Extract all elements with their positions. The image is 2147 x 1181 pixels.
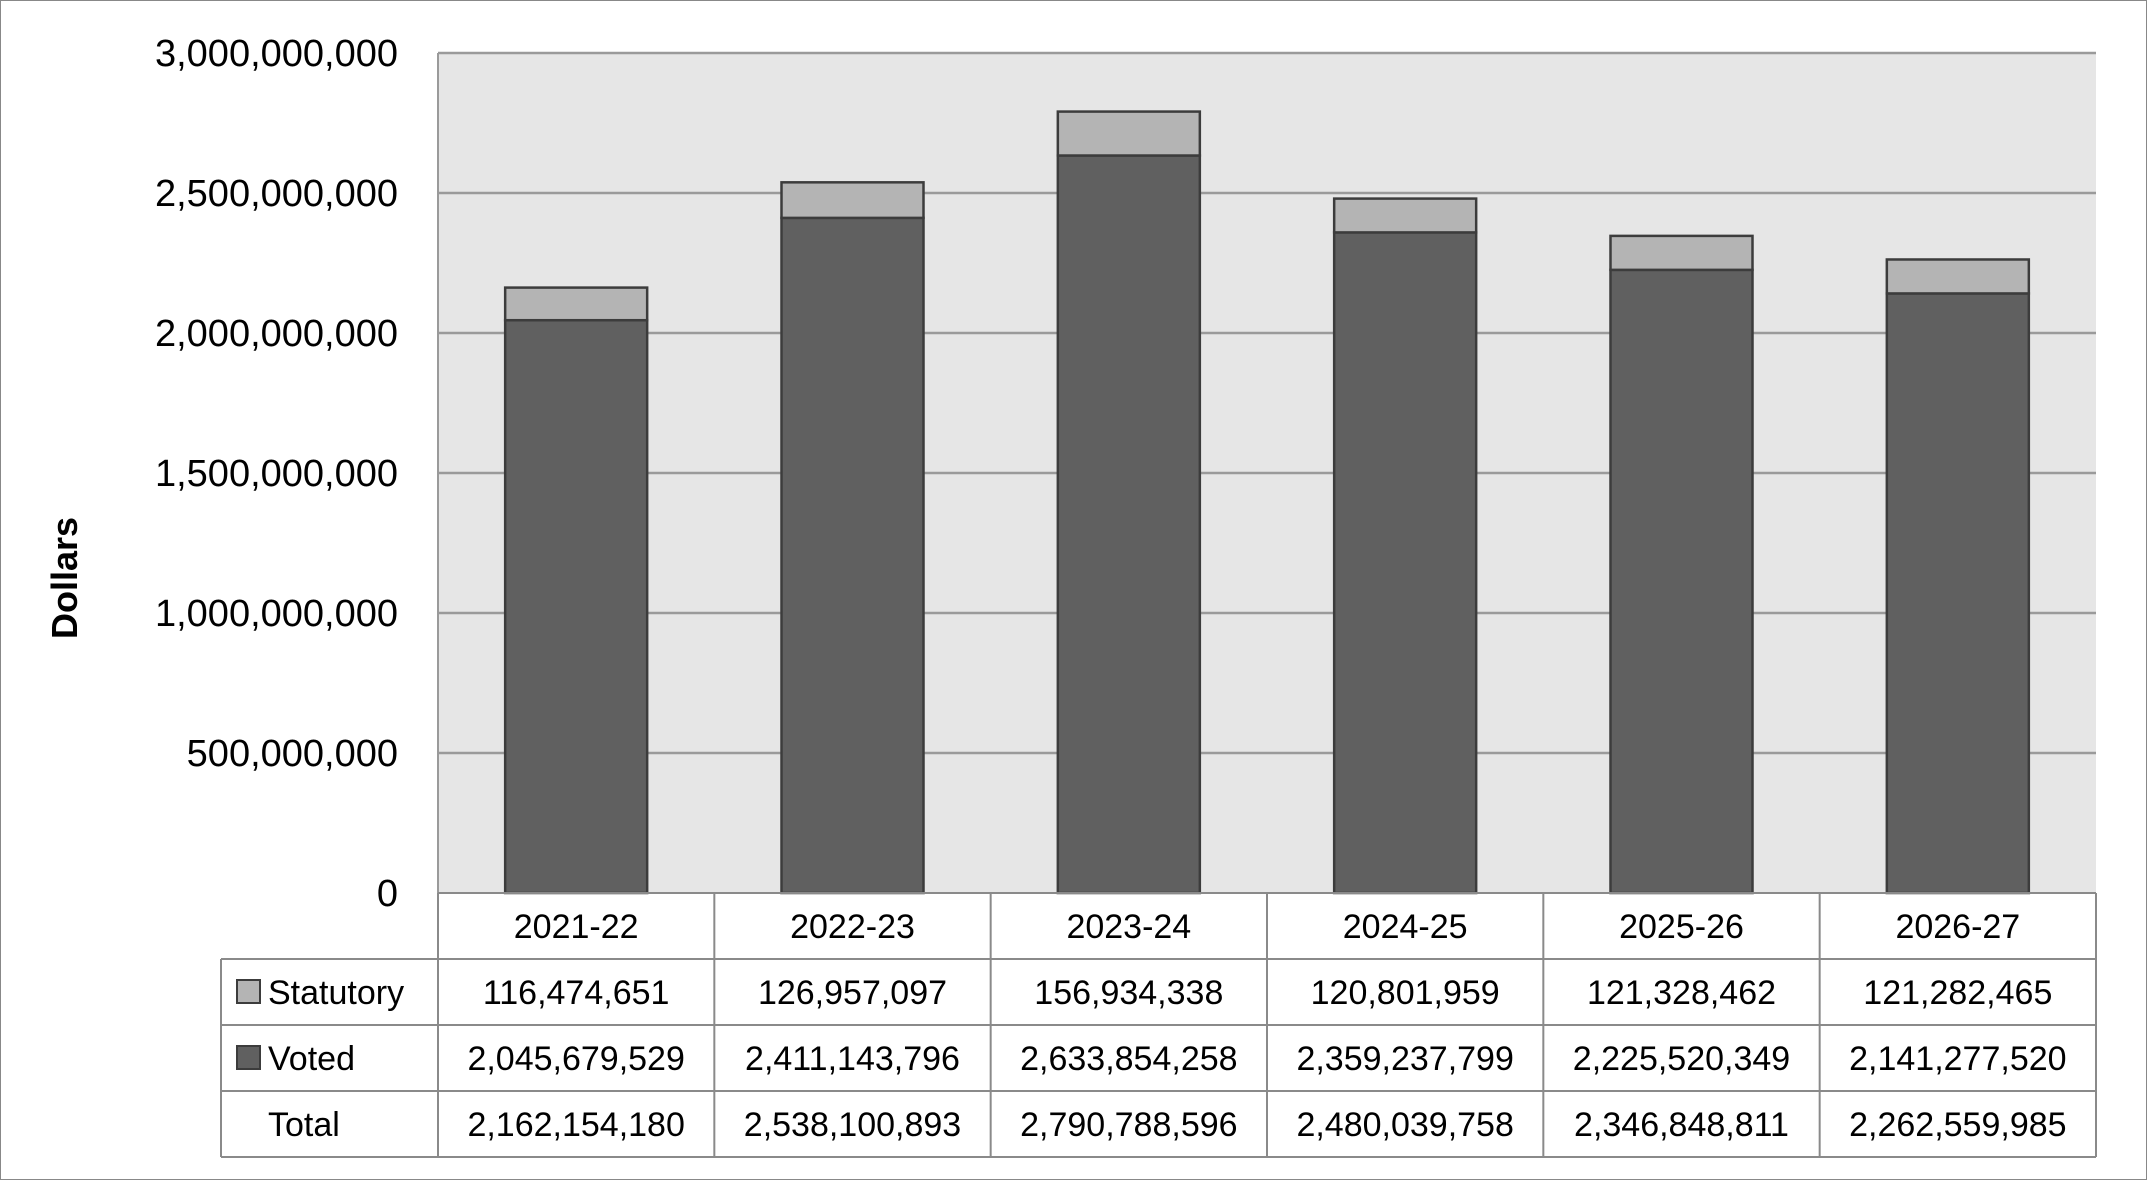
data-label: 2,633,854,258 [1020, 1040, 1237, 1078]
bar-statutory [503, 286, 649, 322]
y-tick-label: 1,000,000,000 [155, 593, 398, 635]
bar-voted [1056, 154, 1202, 895]
data-label: 2,790,788,596 [1020, 1106, 1237, 1144]
bar-statutory [1332, 197, 1478, 234]
data-label: 2,411,143,796 [745, 1040, 960, 1078]
bar-statutory [1056, 110, 1202, 157]
data-label: 2,359,237,799 [1296, 1040, 1513, 1078]
data-label: 2,141,277,520 [1849, 1040, 2066, 1078]
table-row-label: Total [268, 1106, 340, 1144]
x-tick-label: 2026-27 [1895, 908, 2020, 946]
data-label: 2,162,154,180 [467, 1106, 684, 1144]
data-label: 2,480,039,758 [1296, 1106, 1513, 1144]
data-label: 121,328,462 [1587, 974, 1776, 1012]
data-label: 121,282,465 [1863, 974, 2052, 1012]
x-tick-label: 2023-24 [1066, 908, 1191, 946]
bar-voted [503, 318, 649, 895]
legend-label: Statutory [268, 974, 404, 1012]
bar-voted [1609, 268, 1754, 895]
data-table: 2021-22 2022-23 2023-24 2024-25 2025-26 2026-… [220, 892, 2097, 1158]
y-axis-title: Dollars [44, 517, 85, 639]
bar-statutory [1609, 234, 1754, 272]
legend-swatch [236, 979, 261, 1004]
bar-voted [1885, 292, 2031, 895]
y-tick-label: 2,500,000,000 [155, 173, 398, 215]
x-tick-label: 2025-26 [1619, 908, 1744, 946]
bar-voted [780, 216, 925, 895]
y-tick-label: 1,500,000,000 [155, 453, 398, 495]
x-tick-label: 2021-22 [514, 908, 639, 946]
plot-area: 0 500,000,000 1,000,000,000 1,500,000,000 2,… [155, 33, 2096, 915]
data-label: 2,045,679,529 [467, 1040, 684, 1078]
data-label: 116,474,651 [483, 974, 670, 1012]
data-label: 120,801,959 [1311, 974, 1500, 1012]
data-label: 126,957,097 [758, 974, 947, 1012]
bar-statutory [780, 181, 925, 220]
data-label: 156,934,338 [1034, 974, 1223, 1012]
data-label: 2,538,100,893 [744, 1106, 961, 1144]
y-tick-label: 3,000,000,000 [155, 33, 398, 75]
bar-statutory [1885, 258, 2031, 295]
legend-swatch [236, 1045, 261, 1070]
data-label: 2,346,848,811 [1574, 1106, 1789, 1144]
y-tick-label: 2,000,000,000 [155, 313, 398, 355]
data-label: 2,262,559,985 [1849, 1106, 2066, 1144]
legend-label: Voted [268, 1040, 355, 1078]
bar-voted [1332, 231, 1478, 895]
x-tick-label: 2024-25 [1343, 908, 1468, 946]
data-label: 2,225,520,349 [1573, 1040, 1790, 1078]
y-tick-label: 0 [377, 873, 398, 915]
x-tick-label: 2022-23 [790, 908, 915, 946]
y-tick-label: 500,000,000 [187, 733, 398, 775]
